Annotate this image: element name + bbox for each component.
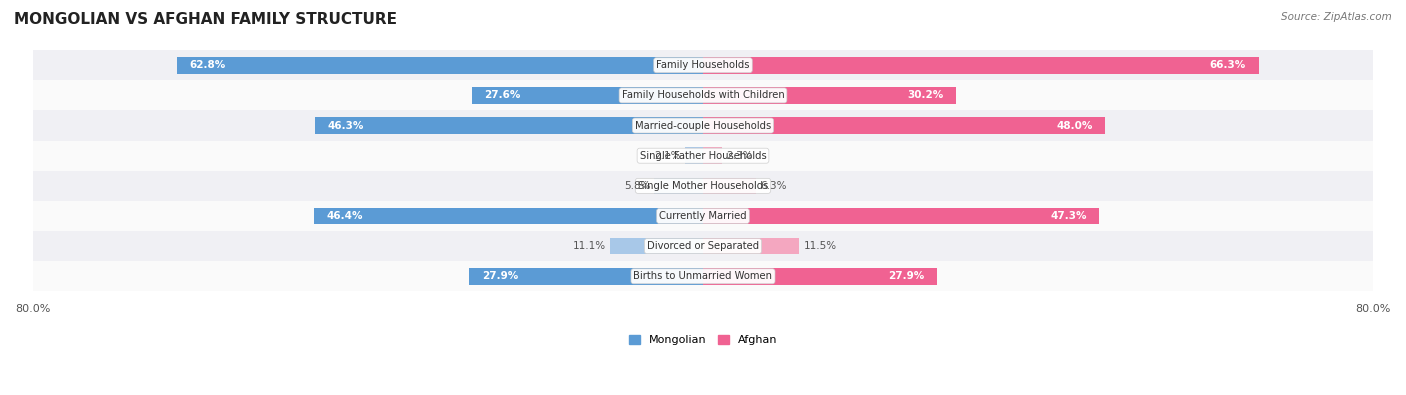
Bar: [685, 147, 703, 164]
Bar: [32, 80, 1374, 111]
Text: Family Households with Children: Family Households with Children: [621, 90, 785, 100]
Legend: Mongolian, Afghan: Mongolian, Afghan: [624, 331, 782, 350]
Text: Source: ZipAtlas.com: Source: ZipAtlas.com: [1281, 12, 1392, 22]
Text: 2.3%: 2.3%: [727, 151, 754, 161]
Text: 66.3%: 66.3%: [1209, 60, 1246, 70]
Text: 6.3%: 6.3%: [761, 181, 786, 191]
Bar: [703, 147, 723, 164]
Text: 47.3%: 47.3%: [1050, 211, 1087, 221]
Text: 30.2%: 30.2%: [907, 90, 943, 100]
Bar: [703, 208, 1099, 224]
Bar: [32, 141, 1374, 171]
Text: Single Mother Households: Single Mother Households: [638, 181, 768, 191]
Text: 46.3%: 46.3%: [328, 120, 364, 131]
Bar: [703, 117, 1105, 134]
Text: 46.4%: 46.4%: [326, 211, 363, 221]
Text: 27.6%: 27.6%: [484, 90, 520, 100]
Text: 48.0%: 48.0%: [1056, 120, 1092, 131]
Text: Divorced or Separated: Divorced or Separated: [647, 241, 759, 251]
Bar: [703, 87, 956, 104]
Bar: [472, 87, 703, 104]
Bar: [703, 178, 756, 194]
Text: 27.9%: 27.9%: [889, 271, 924, 281]
Text: 5.8%: 5.8%: [624, 181, 650, 191]
Bar: [32, 111, 1374, 141]
Text: 27.9%: 27.9%: [482, 271, 517, 281]
Bar: [315, 117, 703, 134]
Bar: [703, 238, 800, 254]
Bar: [32, 201, 1374, 231]
Bar: [177, 57, 703, 73]
Bar: [610, 238, 703, 254]
Text: Single Father Households: Single Father Households: [640, 151, 766, 161]
Bar: [703, 57, 1258, 73]
Text: Married-couple Households: Married-couple Households: [636, 120, 770, 131]
Text: 2.1%: 2.1%: [655, 151, 682, 161]
Text: MONGOLIAN VS AFGHAN FAMILY STRUCTURE: MONGOLIAN VS AFGHAN FAMILY STRUCTURE: [14, 12, 396, 27]
Text: 62.8%: 62.8%: [190, 60, 225, 70]
Text: 11.1%: 11.1%: [572, 241, 606, 251]
Bar: [32, 231, 1374, 261]
Bar: [470, 268, 703, 284]
Text: Currently Married: Currently Married: [659, 211, 747, 221]
Bar: [32, 50, 1374, 80]
Bar: [32, 171, 1374, 201]
Text: Family Households: Family Households: [657, 60, 749, 70]
Bar: [32, 261, 1374, 292]
Bar: [703, 268, 936, 284]
Bar: [654, 178, 703, 194]
Text: 11.5%: 11.5%: [804, 241, 837, 251]
Bar: [314, 208, 703, 224]
Text: Births to Unmarried Women: Births to Unmarried Women: [634, 271, 772, 281]
